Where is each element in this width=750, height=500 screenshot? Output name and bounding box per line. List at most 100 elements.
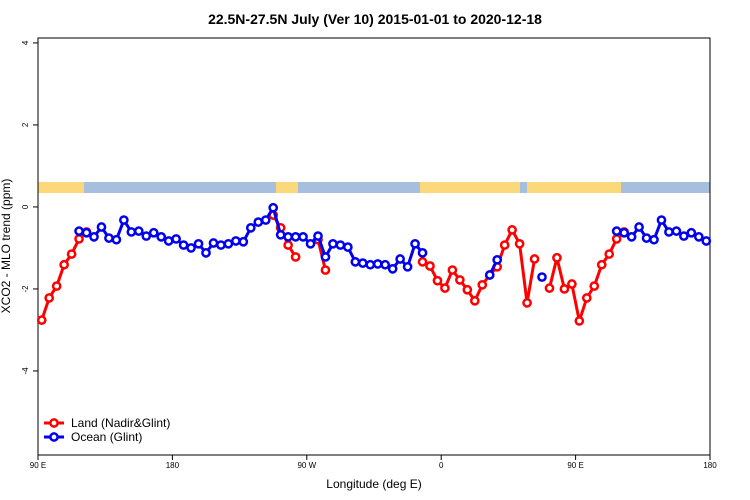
data-point — [275, 229, 286, 240]
data-point — [290, 252, 301, 262]
data-point — [305, 238, 316, 249]
data-point — [81, 227, 92, 238]
data-point — [567, 279, 577, 289]
data-point — [44, 293, 55, 303]
data-point — [148, 227, 159, 238]
data-point — [499, 240, 510, 250]
data-point — [193, 238, 204, 249]
data-point — [537, 272, 547, 282]
data-point — [679, 231, 689, 241]
land-strip — [38, 182, 84, 193]
land-strip — [527, 182, 621, 193]
data-point — [432, 275, 443, 286]
data-point — [320, 252, 331, 262]
data-point — [59, 259, 69, 270]
data-point — [671, 226, 682, 236]
data-point — [66, 249, 77, 259]
data-point — [283, 232, 293, 242]
data-point — [171, 234, 181, 244]
data-point — [410, 238, 420, 249]
data-point — [283, 240, 293, 250]
data-point — [104, 233, 114, 243]
y-tick-label: -2 — [21, 285, 30, 293]
land-mask — [38, 182, 710, 193]
data-point — [455, 275, 465, 285]
data-point — [201, 248, 211, 258]
legend-marker — [49, 418, 59, 428]
data-point — [447, 265, 458, 275]
y-tick-label: 4 — [21, 40, 30, 45]
legend-label: Land (Nadir&Glint) — [71, 416, 170, 430]
data-point — [231, 236, 241, 246]
x-tick-label: 180 — [703, 461, 717, 470]
data-point — [328, 238, 338, 249]
data-point — [245, 222, 256, 233]
data-point — [492, 254, 503, 265]
data-point — [268, 202, 279, 213]
data-point — [372, 259, 383, 269]
data-point — [484, 270, 495, 280]
data-point — [626, 232, 637, 242]
data-point — [514, 238, 525, 249]
data-point — [634, 222, 644, 232]
data-point — [89, 232, 99, 242]
data-point — [611, 234, 622, 244]
data-point — [440, 283, 450, 293]
data-point — [208, 238, 219, 248]
data-point — [260, 215, 271, 225]
x-tick-label: 90 W — [297, 461, 316, 470]
data-point — [596, 259, 607, 270]
data-point — [126, 227, 137, 237]
data-point — [178, 240, 189, 250]
data-point — [290, 232, 301, 242]
data-point — [380, 259, 391, 270]
data-point — [163, 236, 174, 246]
data-point — [156, 232, 167, 242]
data-point — [119, 215, 129, 225]
data-point — [611, 226, 622, 236]
data-point — [36, 315, 47, 325]
x-tick-label: 90 E — [30, 461, 46, 470]
y-tick-label: 0 — [21, 204, 30, 209]
data-point — [238, 236, 249, 247]
data-point — [641, 233, 652, 243]
data-point — [186, 243, 196, 253]
data-point — [656, 215, 667, 225]
plot-frame — [37, 37, 711, 456]
data-point — [649, 234, 659, 245]
data-point — [365, 259, 376, 270]
legend-label: Ocean (Glint) — [71, 430, 142, 444]
data-point — [425, 261, 435, 271]
data-point — [417, 257, 428, 267]
data-point — [141, 231, 152, 241]
data-point — [335, 240, 346, 250]
data-point — [357, 258, 368, 268]
legend-marker — [49, 432, 59, 442]
data-point — [559, 284, 570, 294]
data-point — [74, 226, 84, 236]
data-point — [320, 265, 331, 275]
data-point — [619, 227, 629, 238]
x-tick-label: 0 — [439, 461, 444, 470]
data-point — [387, 263, 398, 274]
data-point — [581, 293, 592, 303]
data-point — [74, 234, 84, 244]
data-point — [522, 298, 532, 308]
data-point — [604, 249, 615, 259]
x-tick-label: 90 E — [567, 461, 583, 470]
data-point — [298, 232, 308, 242]
data-point — [529, 254, 540, 264]
data-point — [402, 261, 413, 272]
data-point — [507, 225, 517, 235]
data-point — [350, 257, 361, 267]
land-strip — [276, 182, 298, 193]
data-point — [51, 281, 62, 291]
data-point — [253, 217, 264, 227]
ocean-strip — [38, 182, 710, 193]
data-point — [343, 242, 353, 252]
data-point — [395, 254, 405, 264]
x-tick-label: 180 — [166, 461, 180, 470]
data-point — [216, 240, 226, 250]
data-point — [223, 238, 234, 249]
